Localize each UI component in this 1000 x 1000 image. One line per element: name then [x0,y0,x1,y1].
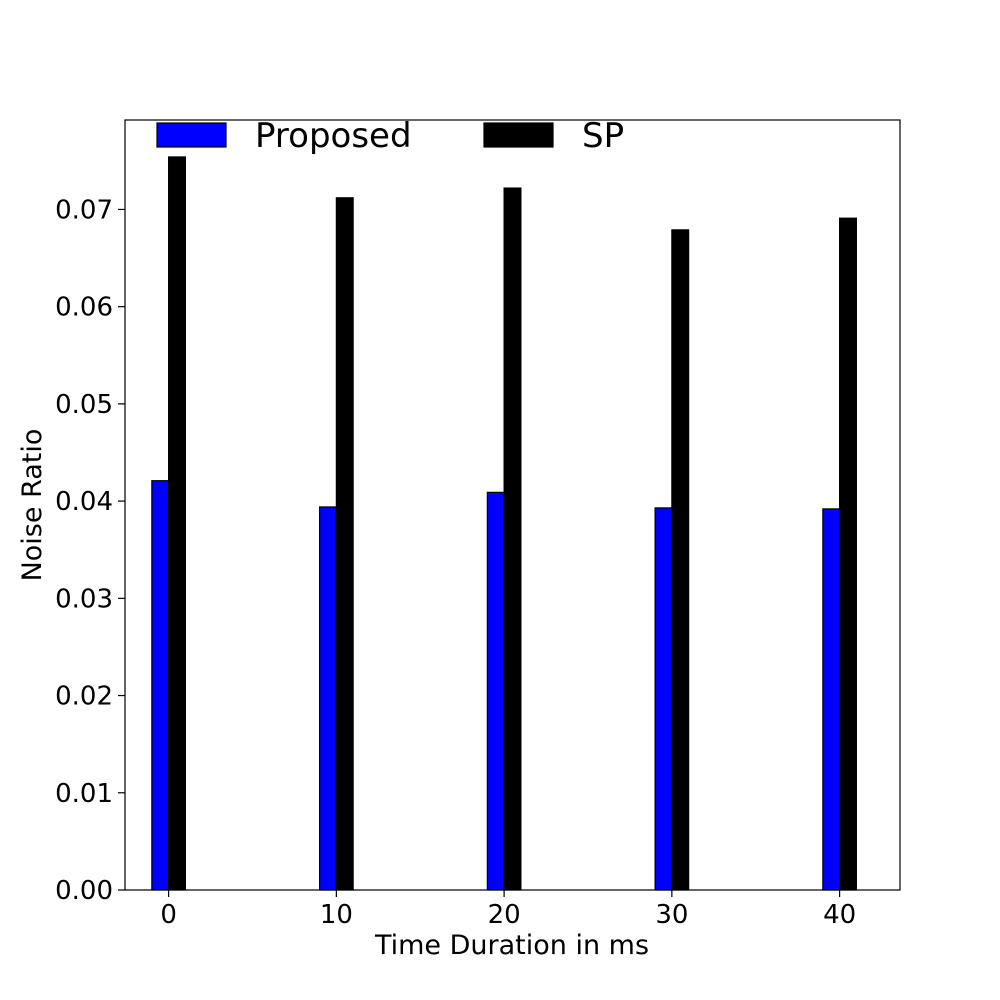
x-axis-label: Time Duration in ms [374,930,649,961]
legend-label-proposed: Proposed [255,116,412,156]
bar-sp-20 [503,187,522,891]
bar-proposed-0 [151,480,170,891]
x-tick-label: 10 [320,900,353,930]
y-axis: 0.00 0.01 0.02 0.03 0.04 0.05 0.06 0.07 [55,195,125,906]
plot-frame [124,119,901,891]
bar-proposed-30 [654,507,673,891]
bar-sp-40 [839,217,857,891]
y-tick-label: 0.06 [55,293,113,323]
bar-sp-0 [168,156,186,891]
x-tick-label: 20 [488,900,521,930]
bars-group [151,156,857,891]
y-tick-label: 0.05 [55,390,113,420]
legend-swatch-proposed [156,122,227,148]
y-axis-label: Noise Ratio [17,429,48,582]
bar-sp-10 [335,197,354,891]
bar-proposed-40 [822,508,841,891]
bar-sp-30 [671,229,690,891]
x-tick-label: 0 [160,900,177,930]
y-tick-label: 0.02 [55,682,113,712]
y-tick-label: 0.00 [55,876,113,906]
y-tick-label: 0.03 [55,584,113,614]
x-tick-label: 30 [655,900,688,930]
legend-label-sp: SP [582,116,624,156]
y-tick-label: 0.01 [55,779,113,809]
legend: Proposed SP [156,116,624,156]
x-axis: 0 10 20 30 40 [160,890,856,930]
bar-proposed-20 [486,491,505,891]
bar-proposed-10 [318,506,337,891]
legend-swatch-sp [483,122,554,148]
x-tick-label: 40 [823,900,856,930]
y-tick-label: 0.07 [55,195,113,225]
y-tick-label: 0.04 [55,487,113,517]
